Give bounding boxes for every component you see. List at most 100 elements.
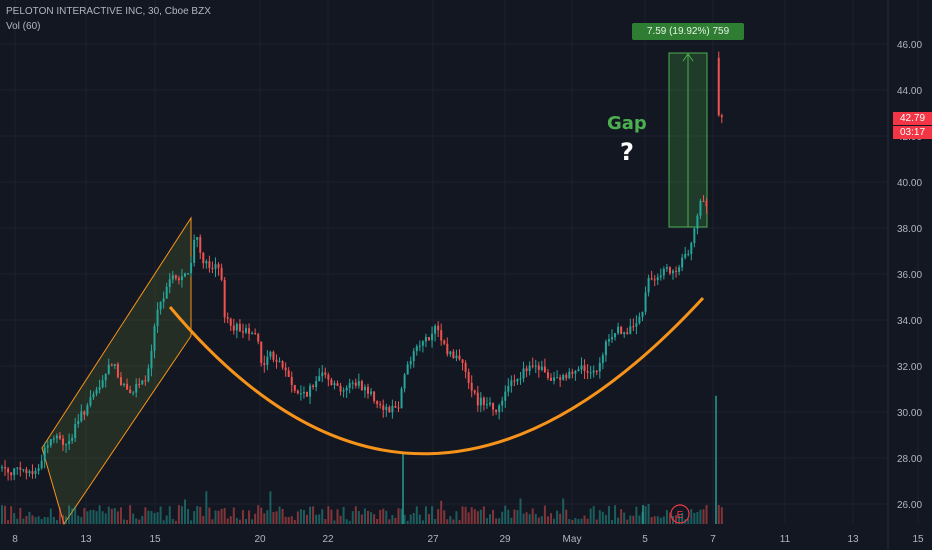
- candle: [559, 374, 562, 387]
- volume-bar: [1, 505, 3, 524]
- candle: [312, 384, 315, 390]
- volume-bar: [373, 514, 376, 524]
- volume-bar: [235, 517, 238, 524]
- candle: [568, 368, 571, 380]
- candle: [412, 347, 415, 368]
- volume-bar: [193, 511, 196, 524]
- candle: [272, 350, 275, 363]
- candle: [43, 442, 46, 469]
- candle: [171, 270, 174, 284]
- volume-bar: [266, 510, 269, 524]
- x-tick-label: 8: [12, 534, 18, 545]
- volume-bar: [43, 517, 46, 524]
- candle: [516, 378, 519, 385]
- candle: [241, 323, 244, 338]
- volume-bar: [150, 511, 153, 524]
- candle: [55, 433, 58, 444]
- candle: [394, 401, 397, 408]
- volume-bar: [434, 518, 437, 524]
- candle: [443, 339, 446, 346]
- candle: [461, 359, 464, 371]
- candle: [156, 302, 159, 334]
- volume-bar: [550, 513, 552, 524]
- candle: [370, 388, 373, 397]
- candle: [165, 282, 168, 299]
- volume-bar: [74, 506, 77, 524]
- candle: [440, 323, 443, 346]
- volume-bar: [504, 505, 507, 524]
- candle: [19, 461, 22, 477]
- volume-bar: [180, 506, 183, 524]
- candle: [717, 51, 720, 117]
- candle: [702, 195, 705, 202]
- candle: [382, 399, 385, 418]
- volume-bar: [129, 505, 132, 524]
- volume-bar: [77, 515, 80, 524]
- volume-bar: [293, 520, 296, 524]
- volume-bar: [309, 506, 312, 524]
- volume-bar: [458, 520, 461, 524]
- volume-bar: [89, 510, 92, 524]
- volume-bar: [290, 516, 293, 524]
- volume-bar: [342, 506, 345, 524]
- candle: [528, 361, 531, 376]
- volume-bar: [135, 518, 138, 524]
- candle: [522, 361, 525, 383]
- candle: [187, 273, 190, 275]
- candle: [641, 311, 644, 322]
- candle: [589, 365, 592, 379]
- candle: [598, 357, 601, 379]
- volume-bar: [238, 519, 241, 524]
- volume-bar: [196, 505, 199, 524]
- candle: [406, 361, 409, 375]
- volume-bar: [251, 519, 254, 524]
- volume-bar: [516, 510, 519, 524]
- volume-bar: [482, 506, 485, 524]
- volume-bar: [98, 505, 101, 524]
- candle: [342, 387, 345, 398]
- volume-bar: [208, 507, 211, 524]
- candle: [550, 373, 552, 382]
- volume-bar: [479, 509, 482, 524]
- candle: [168, 273, 171, 294]
- volume-bar: [107, 506, 110, 524]
- candle: [4, 460, 7, 476]
- candle: [507, 378, 510, 397]
- candle: [248, 323, 251, 341]
- earnings-marker[interactable]: E: [670, 504, 690, 524]
- candle: [254, 328, 257, 335]
- volume-bar: [583, 515, 586, 524]
- candle: [251, 331, 254, 335]
- volume-bar: [153, 513, 156, 524]
- volume-bar: [190, 520, 193, 524]
- x-tick-label: 13: [847, 534, 859, 545]
- candle: [40, 454, 43, 470]
- candle: [223, 277, 226, 323]
- candle: [25, 466, 28, 480]
- volume-bar: [40, 519, 43, 524]
- candle: [348, 378, 351, 394]
- candle: [626, 327, 629, 335]
- x-tick-label: 15: [149, 534, 161, 545]
- candle: [321, 365, 324, 383]
- candle: [339, 382, 342, 396]
- volume-bar: [229, 516, 232, 524]
- candle: [232, 318, 235, 335]
- candle: [22, 468, 25, 473]
- candle: [629, 318, 632, 335]
- y-tick-label: 34.00: [897, 316, 922, 327]
- candle: [257, 332, 260, 345]
- candle: [434, 324, 437, 342]
- volume-bar: [257, 505, 260, 524]
- x-tick-label: 5: [642, 534, 648, 545]
- candle: [293, 384, 296, 394]
- candle: [662, 266, 665, 280]
- volume-bar: [174, 520, 177, 524]
- volume-bar: [312, 506, 315, 524]
- question-annotation: ?: [620, 138, 634, 166]
- candle: [665, 264, 668, 272]
- y-tick-label: 46.00: [897, 40, 922, 51]
- volume-bar: [363, 508, 366, 524]
- candle: [623, 331, 626, 338]
